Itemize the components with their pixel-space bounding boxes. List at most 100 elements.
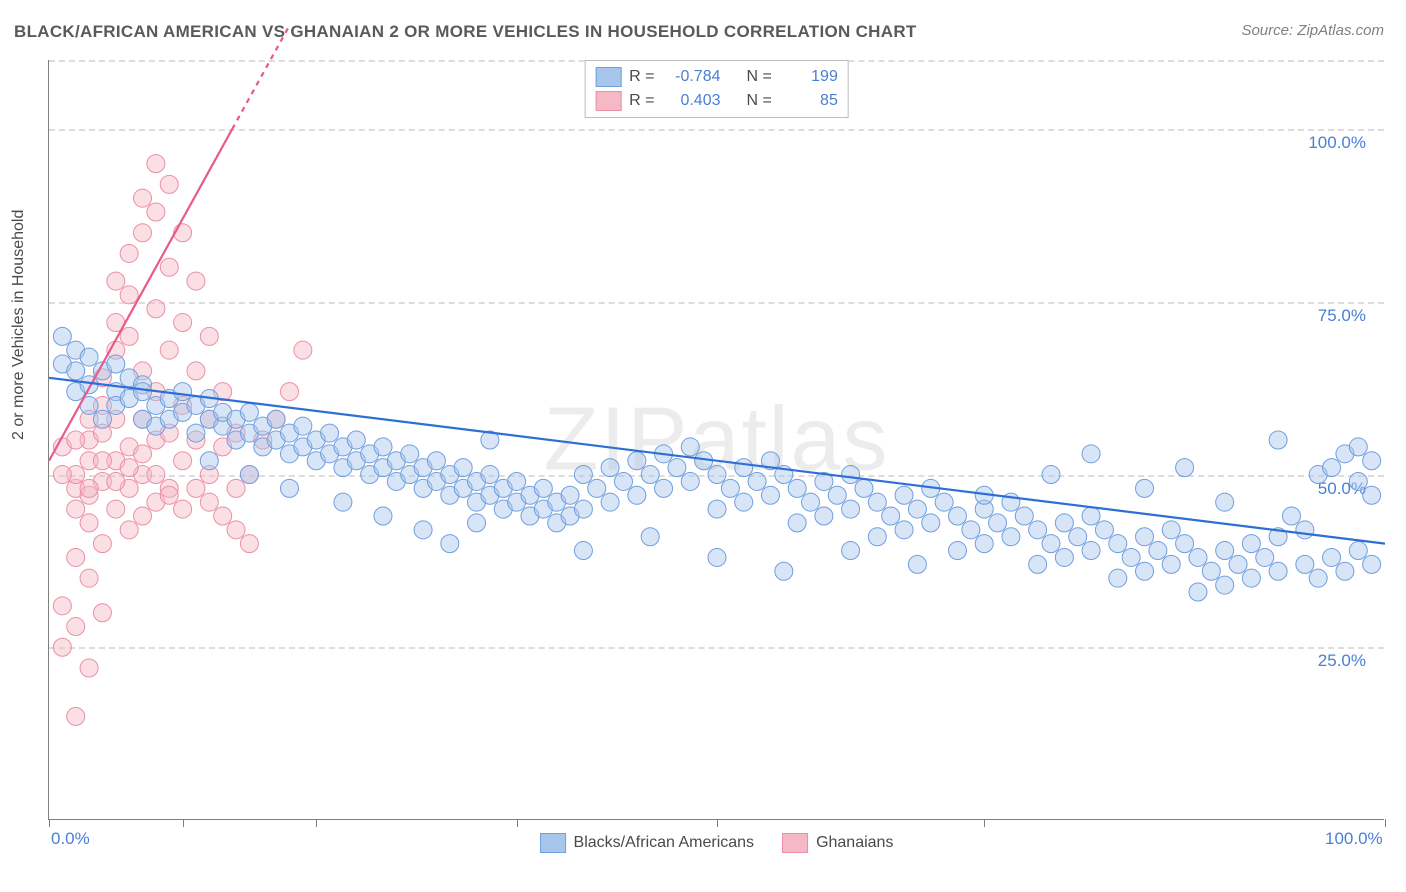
scatter-point: [120, 244, 138, 262]
scatter-point: [107, 472, 125, 490]
scatter-point: [160, 486, 178, 504]
scatter-point: [761, 486, 779, 504]
scatter-point: [67, 618, 85, 636]
scatter-point: [240, 535, 258, 553]
plot-area: ZIPatlas 25.0%50.0%75.0%100.0% 0.0%100.0…: [48, 60, 1384, 820]
scatter-point: [1015, 507, 1033, 525]
scatter-point: [1176, 459, 1194, 477]
scatter-point: [1055, 514, 1073, 532]
scatter-point: [120, 459, 138, 477]
scatter-point: [628, 486, 646, 504]
scatter-point: [1002, 528, 1020, 546]
scatter-point: [134, 507, 152, 525]
x-tick-mark: [1385, 819, 1386, 827]
scatter-point: [1082, 507, 1100, 525]
scatter-point: [80, 514, 98, 532]
scatter-point: [882, 507, 900, 525]
scatter-point: [868, 493, 886, 511]
scatter-point: [655, 479, 673, 497]
scatter-point: [107, 500, 125, 518]
legend-label-series1: Blacks/African Americans: [574, 834, 755, 852]
scatter-point: [1363, 452, 1381, 470]
legend-n-label: N =: [747, 68, 772, 86]
scatter-point: [641, 466, 659, 484]
scatter-point: [842, 466, 860, 484]
scatter-point: [200, 327, 218, 345]
scatter-point: [120, 286, 138, 304]
scatter-point: [53, 638, 71, 656]
scatter-point: [574, 500, 592, 518]
scatter-point: [481, 466, 499, 484]
scatter-point: [948, 507, 966, 525]
legend-r-value-series1: -0.784: [663, 68, 721, 86]
scatter-point: [347, 431, 365, 449]
scatter-point: [468, 514, 486, 532]
scatter-point: [614, 472, 632, 490]
scatter-point: [641, 528, 659, 546]
scatter-point: [214, 507, 232, 525]
scatter-point: [280, 383, 298, 401]
scatter-point: [601, 459, 619, 477]
scatter-point: [989, 514, 1007, 532]
scatter-point: [1162, 555, 1180, 573]
scatter-point: [80, 659, 98, 677]
scatter-point: [1162, 521, 1180, 539]
scatter-point: [67, 548, 85, 566]
scatter-point: [1136, 562, 1154, 580]
scatter-point: [134, 383, 152, 401]
scatter-point: [1282, 507, 1300, 525]
x-tick-mark: [49, 819, 50, 827]
scatter-point: [1216, 542, 1234, 560]
scatter-point: [67, 500, 85, 518]
scatter-point: [1336, 562, 1354, 580]
scatter-svg: [49, 60, 1384, 819]
scatter-point: [454, 459, 472, 477]
x-tick-mark: [183, 819, 184, 827]
scatter-point: [187, 272, 205, 290]
scatter-point: [227, 521, 245, 539]
scatter-point: [1269, 562, 1287, 580]
scatter-point: [1122, 548, 1140, 566]
scatter-point: [1349, 438, 1367, 456]
series-legend: Blacks/African Americans Ghanaians: [540, 833, 894, 853]
scatter-point: [374, 438, 392, 456]
scatter-point: [80, 348, 98, 366]
scatter-point: [147, 300, 165, 318]
scatter-point: [1176, 535, 1194, 553]
scatter-point: [828, 486, 846, 504]
scatter-point: [107, 272, 125, 290]
scatter-point: [708, 466, 726, 484]
scatter-point: [628, 452, 646, 470]
source-citation: Source: ZipAtlas.com: [1241, 22, 1384, 39]
scatter-point: [174, 383, 192, 401]
scatter-point: [855, 479, 873, 497]
legend-swatch-series2-bottom: [782, 833, 808, 853]
scatter-point: [895, 486, 913, 504]
scatter-point: [574, 466, 592, 484]
scatter-point: [788, 514, 806, 532]
scatter-point: [160, 258, 178, 276]
scatter-point: [441, 535, 459, 553]
scatter-point: [588, 479, 606, 497]
scatter-point: [427, 452, 445, 470]
scatter-point: [1363, 555, 1381, 573]
legend-item-series1: Blacks/African Americans: [540, 833, 755, 853]
scatter-point: [1149, 542, 1167, 560]
scatter-point: [294, 341, 312, 359]
scatter-point: [187, 362, 205, 380]
scatter-point: [1202, 562, 1220, 580]
scatter-point: [80, 569, 98, 587]
scatter-point: [775, 562, 793, 580]
legend-n-value-series1: 199: [780, 68, 838, 86]
scatter-point: [681, 438, 699, 456]
scatter-point: [53, 597, 71, 615]
scatter-point: [334, 493, 352, 511]
correlation-legend: R = -0.784 N = 199 R = 0.403 N = 85: [584, 60, 849, 118]
scatter-point: [174, 500, 192, 518]
scatter-point: [414, 521, 432, 539]
scatter-point: [1349, 542, 1367, 560]
scatter-point: [1229, 555, 1247, 573]
scatter-point: [80, 479, 98, 497]
scatter-point: [174, 224, 192, 242]
scatter-point: [134, 445, 152, 463]
